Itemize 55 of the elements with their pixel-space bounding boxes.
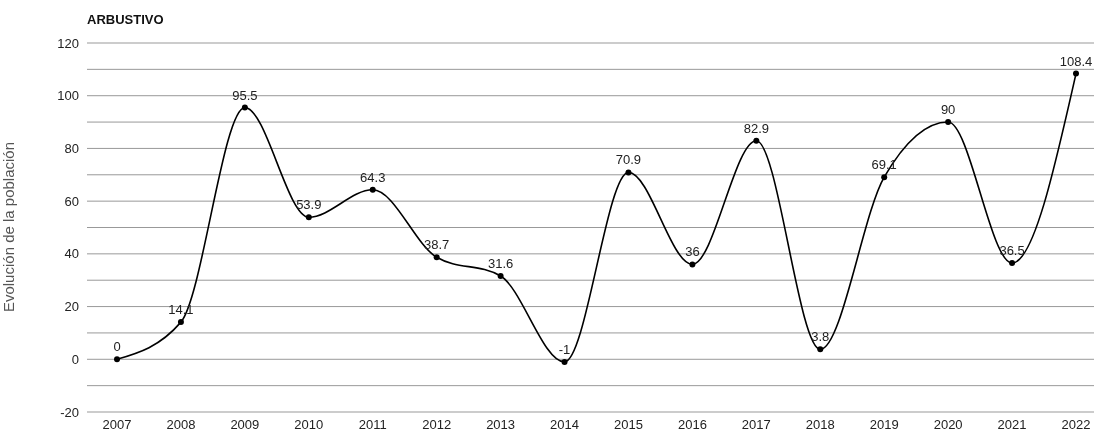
- x-tick-label: 2010: [294, 417, 324, 433]
- point: [497, 273, 504, 279]
- data-label: 38.7: [424, 237, 450, 253]
- point: [817, 346, 824, 353]
- point: [241, 104, 248, 111]
- data-label: 90: [940, 102, 956, 118]
- x-tick-label: 2022: [1061, 417, 1091, 433]
- x-tick-label: 2018: [805, 417, 835, 433]
- x-tick-label: 2019: [869, 417, 899, 433]
- point: [1073, 70, 1079, 77]
- point: [881, 174, 888, 181]
- y-tick-label: 80: [64, 141, 79, 157]
- x-tick-label: 2015: [614, 417, 643, 433]
- x-tick-label: 2016: [677, 417, 707, 433]
- x-tick-label: 2009: [230, 417, 260, 433]
- y-tick-label: 40: [64, 246, 79, 262]
- data-label: 64.3: [360, 169, 386, 185]
- data-label: 0: [113, 339, 121, 355]
- data-label: 82.9: [743, 120, 769, 136]
- point: [433, 254, 440, 261]
- point: [369, 186, 376, 193]
- data-label: 36: [685, 244, 700, 260]
- data-label: 3.8: [811, 329, 830, 345]
- x-tick-label: 2013: [486, 417, 516, 433]
- point: [177, 319, 184, 326]
- y-axis-title: Evolución de la población: [0, 141, 17, 313]
- y-tick-label: 0: [71, 351, 79, 367]
- point: [561, 358, 568, 365]
- data-label: 53.9: [296, 197, 322, 213]
- point: [689, 261, 696, 268]
- data-label: 95.5: [232, 87, 258, 103]
- y-tick-label: 100: [57, 88, 79, 104]
- data-label: 36.5: [999, 243, 1025, 259]
- data-label: -1: [558, 341, 571, 357]
- chart-title: ARBUSTIVO: [87, 12, 164, 27]
- point: [1009, 260, 1016, 267]
- y-tick-label: 60: [64, 193, 79, 209]
- data-label: 108.4: [1059, 53, 1093, 69]
- x-tick-label: 2012: [422, 417, 452, 433]
- x-tick-label: 2014: [550, 417, 579, 433]
- data-label: 70.9: [615, 152, 642, 168]
- x-tick-label: 2021: [997, 417, 1027, 433]
- y-tick-label: -20: [60, 404, 79, 420]
- point: [625, 169, 632, 176]
- x-tick-label: 2020: [933, 417, 963, 433]
- x-tick-label: 2011: [358, 417, 387, 433]
- x-tick-label: 2017: [741, 417, 771, 433]
- y-tick-label: 120: [57, 35, 79, 51]
- point: [114, 356, 120, 363]
- x-tick-label: 2008: [166, 417, 196, 433]
- data-label: 31.6: [487, 256, 514, 271]
- x-tick-label: 2007: [102, 417, 132, 433]
- point: [945, 119, 952, 126]
- point: [305, 214, 312, 221]
- y-tick-label: 20: [64, 299, 79, 315]
